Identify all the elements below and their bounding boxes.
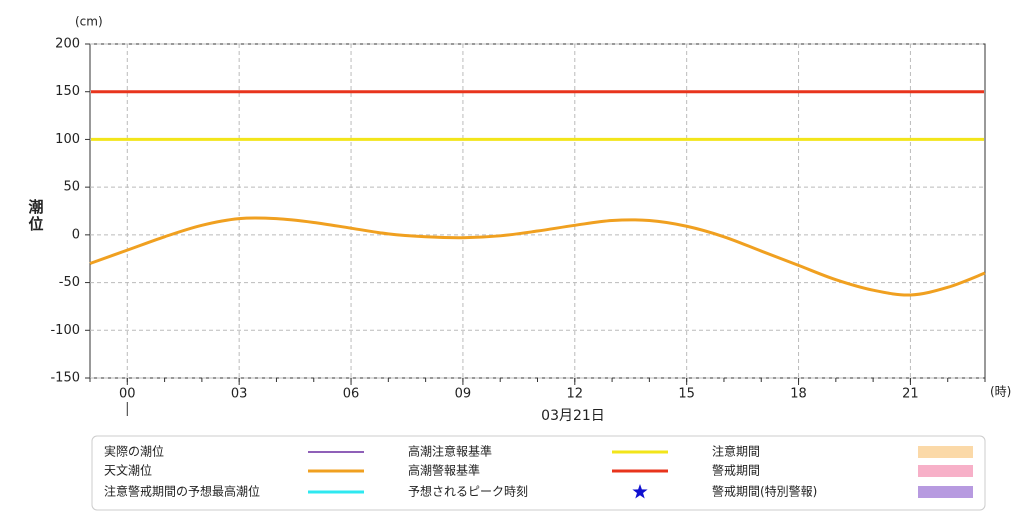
legend-label: 注意期間 <box>712 444 760 459</box>
x-tick-label: 15 <box>678 387 695 402</box>
y-tick-label: 150 <box>55 84 80 99</box>
x-tick-label: 03 <box>231 387 248 402</box>
legend-label: 高潮警報基準 <box>408 463 480 478</box>
y-tick-label: -50 <box>59 275 80 290</box>
x-tick-label: 21 <box>902 387 919 402</box>
y-tick-label: 200 <box>55 37 80 52</box>
x-tick-label: 09 <box>455 387 472 402</box>
tide-line <box>89 216 986 297</box>
legend-label: 実際の潮位 <box>104 444 164 459</box>
y-axis-title: 潮位 <box>27 198 45 233</box>
legend-symbol <box>918 486 973 498</box>
x-tick-label: 12 <box>567 387 584 402</box>
y-tick-label: -100 <box>50 323 80 338</box>
y-tick-label: 50 <box>63 180 80 195</box>
plot-area <box>89 43 986 379</box>
legend-symbol <box>632 484 648 499</box>
legend-symbol <box>918 446 973 458</box>
x-tick-label: 06 <box>343 387 360 402</box>
legend-label: 注意警戒期間の予想最高潮位 <box>104 484 260 499</box>
y-tick-label: 100 <box>55 132 80 147</box>
x-tick-label: 18 <box>790 387 807 402</box>
legend-symbol <box>918 465 973 477</box>
y-tick-label: -150 <box>50 371 80 386</box>
legend-box <box>91 435 986 511</box>
y-unit: (cm) <box>75 15 103 29</box>
legend-label: 天文潮位 <box>104 463 152 478</box>
legend-label: 警戒期間(特別警報) <box>712 484 817 499</box>
legend-label: 高潮注意報基準 <box>408 444 492 459</box>
date-label: 03月21日 <box>541 408 605 424</box>
x-unit: (時) <box>990 385 1011 399</box>
legend-label: 予想されるピーク時刻 <box>408 484 528 499</box>
x-tick-label: 00 <box>119 387 136 402</box>
legend-label: 警戒期間 <box>712 463 760 478</box>
y-tick-label: 0 <box>72 227 80 242</box>
